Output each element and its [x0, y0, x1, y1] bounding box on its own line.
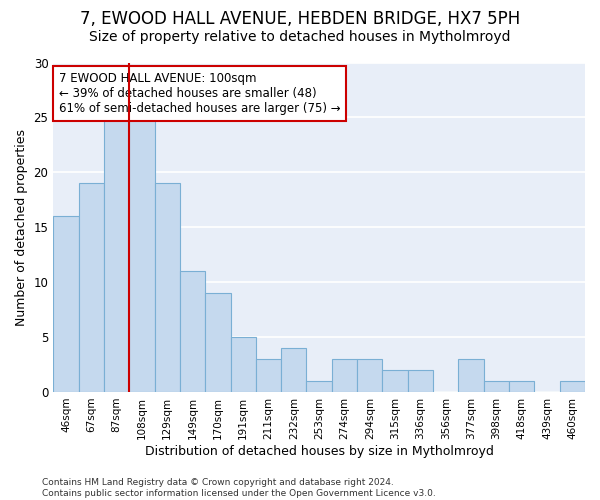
Bar: [408, 370, 433, 392]
Bar: [155, 184, 180, 392]
Bar: [484, 381, 509, 392]
Bar: [180, 271, 205, 392]
Bar: [509, 381, 535, 392]
Text: Size of property relative to detached houses in Mytholmroyd: Size of property relative to detached ho…: [89, 30, 511, 44]
Bar: [357, 359, 382, 392]
X-axis label: Distribution of detached houses by size in Mytholmroyd: Distribution of detached houses by size …: [145, 444, 494, 458]
Y-axis label: Number of detached properties: Number of detached properties: [15, 128, 28, 326]
Bar: [382, 370, 408, 392]
Bar: [104, 118, 129, 392]
Text: Contains HM Land Registry data © Crown copyright and database right 2024.
Contai: Contains HM Land Registry data © Crown c…: [42, 478, 436, 498]
Text: 7 EWOOD HALL AVENUE: 100sqm
← 39% of detached houses are smaller (48)
61% of sem: 7 EWOOD HALL AVENUE: 100sqm ← 39% of det…: [59, 72, 340, 116]
Bar: [205, 293, 230, 392]
Bar: [230, 337, 256, 392]
Bar: [256, 359, 281, 392]
Bar: [560, 381, 585, 392]
Bar: [458, 359, 484, 392]
Bar: [332, 359, 357, 392]
Bar: [307, 381, 332, 392]
Text: 7, EWOOD HALL AVENUE, HEBDEN BRIDGE, HX7 5PH: 7, EWOOD HALL AVENUE, HEBDEN BRIDGE, HX7…: [80, 10, 520, 28]
Bar: [53, 216, 79, 392]
Bar: [129, 118, 155, 392]
Bar: [79, 184, 104, 392]
Bar: [281, 348, 307, 392]
